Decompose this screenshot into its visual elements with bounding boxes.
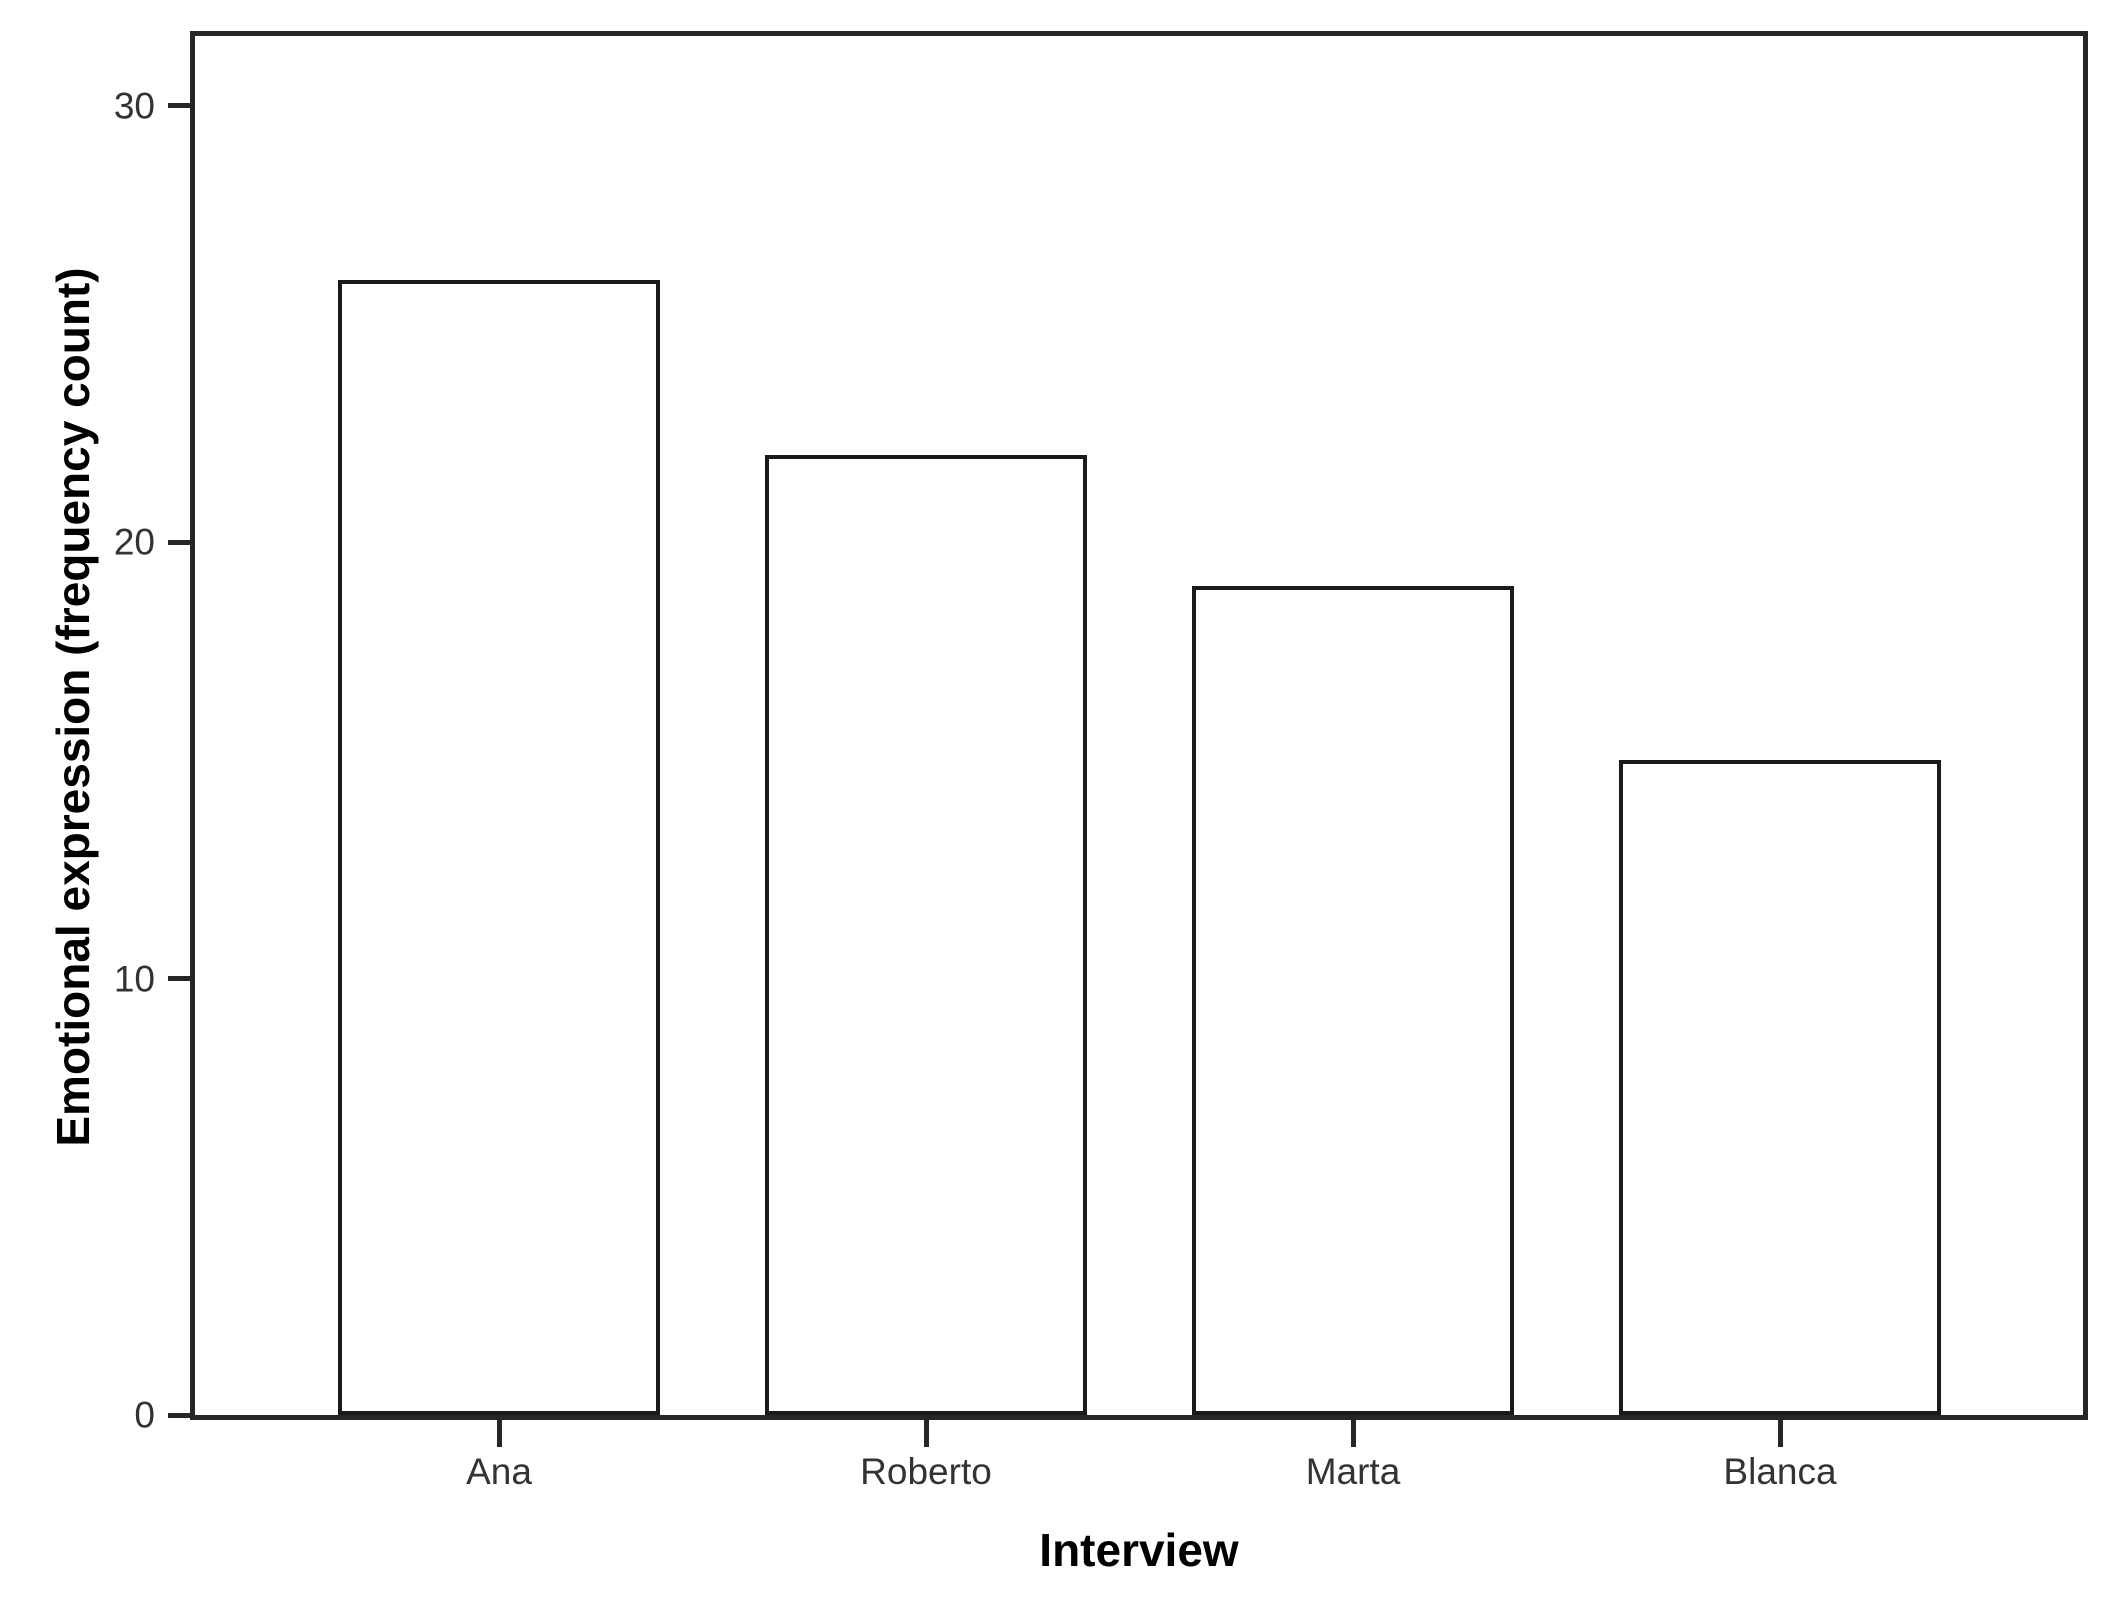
bar-blanca [1619, 760, 1941, 1415]
x-tick-mark [1778, 1420, 1783, 1447]
x-axis-title: Interview [1039, 1524, 1239, 1576]
y-tick-label-20: 20 [113, 521, 155, 563]
bar-marta [1192, 586, 1514, 1415]
y-tick-mark [168, 103, 190, 109]
x-tick-label-blanca: Blanca [1723, 1451, 1837, 1492]
x-tick-mark [1351, 1420, 1356, 1447]
y-tick-mark [168, 539, 190, 545]
bar-roberto [765, 455, 1087, 1415]
x-tick-label-ana: Ana [466, 1451, 532, 1492]
y-tick-mark [168, 976, 190, 982]
y-tick-mark [168, 1412, 190, 1418]
x-tick-mark [497, 1420, 502, 1447]
x-tick-label-roberto: Roberto [860, 1451, 992, 1492]
y-tick-label-0: 0 [134, 1394, 155, 1436]
bar-ana [338, 280, 660, 1415]
y-tick-label-30: 30 [113, 85, 155, 127]
x-tick-label-marta: Marta [1305, 1451, 1401, 1492]
y-tick-label-10: 10 [113, 958, 155, 1000]
y-axis-title: Emotional expression (frequency count) [47, 267, 99, 1147]
plot-area: 0 10 20 30 Ana Roberto Marta Blanca [114, 31, 2088, 1490]
x-tick-mark [924, 1420, 929, 1447]
